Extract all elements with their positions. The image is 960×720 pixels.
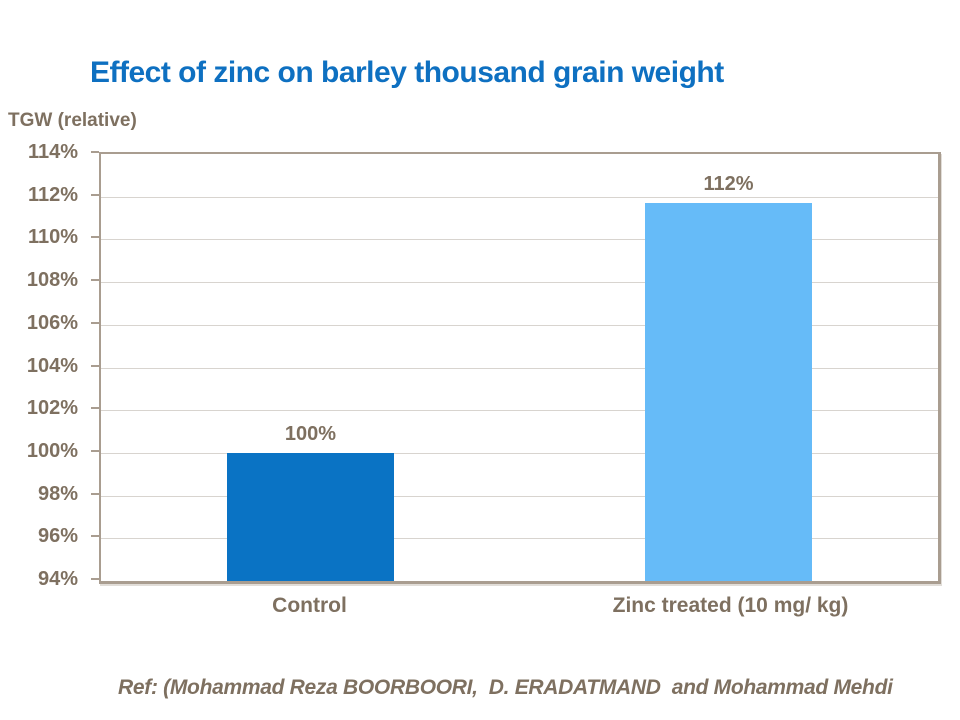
y-tick — [91, 193, 99, 196]
y-tick-label: 102% — [26, 397, 78, 420]
y-axis: 114% 112% 110% 108% 106% 104% 102% 100% 98% 96% 94… — [0, 141, 99, 590]
y-tick-label: 112% — [27, 183, 78, 206]
y-tick — [91, 449, 99, 452]
y-tick-label: 94% — [37, 568, 78, 590]
gridline — [101, 367, 938, 369]
chart-title: Effect of zinc on barley thousand grain … — [90, 56, 724, 89]
y-tick-label: 98% — [37, 482, 78, 505]
gridline — [101, 282, 938, 284]
gridline — [101, 410, 938, 412]
bar-control — [227, 452, 394, 581]
y-tick-label: 100% — [26, 439, 78, 462]
bar-zinc-treated-10-mg-kg — [645, 203, 812, 581]
gridline — [101, 452, 938, 454]
bar-value-label: 112% — [703, 173, 754, 196]
x-category-label: Zinc treated (10 mg/ kg) — [612, 594, 849, 617]
y-tick — [91, 578, 99, 580]
y-tick-label: 96% — [37, 525, 78, 548]
plot-area: 100% 112% — [99, 152, 941, 584]
bar-value-label: 100% — [284, 422, 337, 445]
y-tick — [91, 236, 99, 239]
x-axis: Control Zinc treated (10 mg/ kg) — [99, 594, 941, 624]
y-tick — [91, 535, 99, 538]
y-tick — [91, 151, 99, 153]
x-category-label: Control — [272, 594, 347, 617]
y-tick-label: 114% — [27, 141, 78, 163]
y-tick-label: 110% — [27, 226, 78, 249]
gridline — [101, 239, 938, 241]
y-tick — [91, 279, 99, 282]
gridline — [101, 538, 938, 540]
y-tick — [91, 407, 99, 410]
y-tick-label: 106% — [26, 311, 78, 334]
y-axis-title: TGW (relative) — [8, 110, 137, 131]
gridline — [101, 196, 938, 198]
y-tick-label: 108% — [26, 269, 78, 292]
y-tick-label: 104% — [26, 354, 78, 377]
y-tick — [91, 321, 99, 324]
gridline — [101, 495, 938, 497]
y-tick — [91, 364, 99, 367]
gridline — [101, 324, 938, 326]
reference-text: Ref: (Mohammad Reza BOORBOORI, D. ERADAT… — [118, 676, 893, 699]
y-tick — [91, 492, 99, 495]
